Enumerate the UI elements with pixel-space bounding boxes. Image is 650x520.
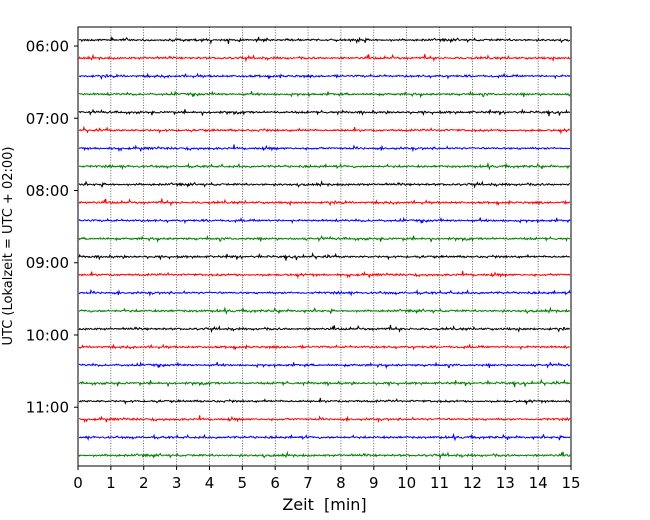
- x-tick-label: 12: [463, 474, 482, 492]
- y-tick-label: 06:00: [26, 38, 69, 56]
- x-tick-label: 14: [529, 474, 548, 492]
- seismogram-trace: [78, 324, 571, 334]
- x-tick-label: 4: [205, 474, 215, 492]
- x-tick-label: 0: [73, 474, 83, 492]
- x-axis-label: Zeit [min]: [282, 495, 366, 514]
- x-tick-label: 5: [238, 474, 248, 492]
- y-tick-label: 09:00: [26, 254, 69, 272]
- seismogram-trace: [78, 270, 571, 280]
- seismogram-trace: [78, 72, 571, 80]
- x-tick-label: 13: [496, 474, 515, 492]
- y-tick-label: 10:00: [26, 326, 69, 344]
- x-tick-label: 6: [270, 474, 280, 492]
- seismogram-trace: [78, 432, 571, 442]
- y-tick-label: 08:00: [26, 182, 69, 200]
- y-tick-label: 07:00: [26, 110, 69, 128]
- seismogram-trace: [78, 125, 571, 135]
- seismogram-trace: [78, 35, 571, 45]
- x-tick-label: 1: [106, 474, 116, 492]
- seismogram-trace: [78, 90, 571, 99]
- seismogram-trace: [78, 216, 571, 225]
- seismogram-trace: [78, 53, 571, 63]
- x-axis-ticks: 0 1 2 3 4 5 6 7 8 9 10 11 12 13 14 15: [73, 466, 581, 492]
- seismogram-trace: [78, 415, 571, 424]
- seismogram-trace: [78, 361, 571, 370]
- x-tick-label: 8: [336, 474, 346, 492]
- x-tick-label: 2: [139, 474, 149, 492]
- seismogram-trace: [78, 251, 571, 261]
- x-tick-label: 7: [303, 474, 313, 492]
- seismogram-trace: [78, 198, 571, 207]
- y-axis-ticks: 06:00 07:00 08:00 09:00 10:00 11:00: [26, 38, 78, 417]
- y-tick-label: 11:00: [26, 399, 69, 417]
- y-axis-label: UTC (Lokalzeit = UTC + 02:00): [1, 147, 16, 346]
- seismogram-trace: [78, 288, 571, 297]
- seismogram-trace: [78, 450, 571, 460]
- seismogram-trace: [78, 108, 571, 117]
- x-tick-label: 11: [430, 474, 449, 492]
- x-tick-label: 3: [172, 474, 182, 492]
- seismogram-trace: [78, 234, 571, 243]
- x-tick-label: 15: [561, 474, 580, 492]
- x-tick-label: 9: [369, 474, 379, 492]
- x-tick-label: 10: [397, 474, 416, 492]
- plot-frame: [77, 26, 572, 467]
- seismogram-trace: [78, 378, 571, 388]
- seismogram-trace: [78, 161, 571, 171]
- seismogram-trace: [78, 343, 571, 351]
- seismogram-trace: [78, 397, 571, 406]
- seismogram-trace: [78, 179, 571, 189]
- seismogram-trace: [78, 144, 571, 153]
- seismogram-traces: [78, 35, 571, 460]
- seismogram-trace: [78, 306, 571, 315]
